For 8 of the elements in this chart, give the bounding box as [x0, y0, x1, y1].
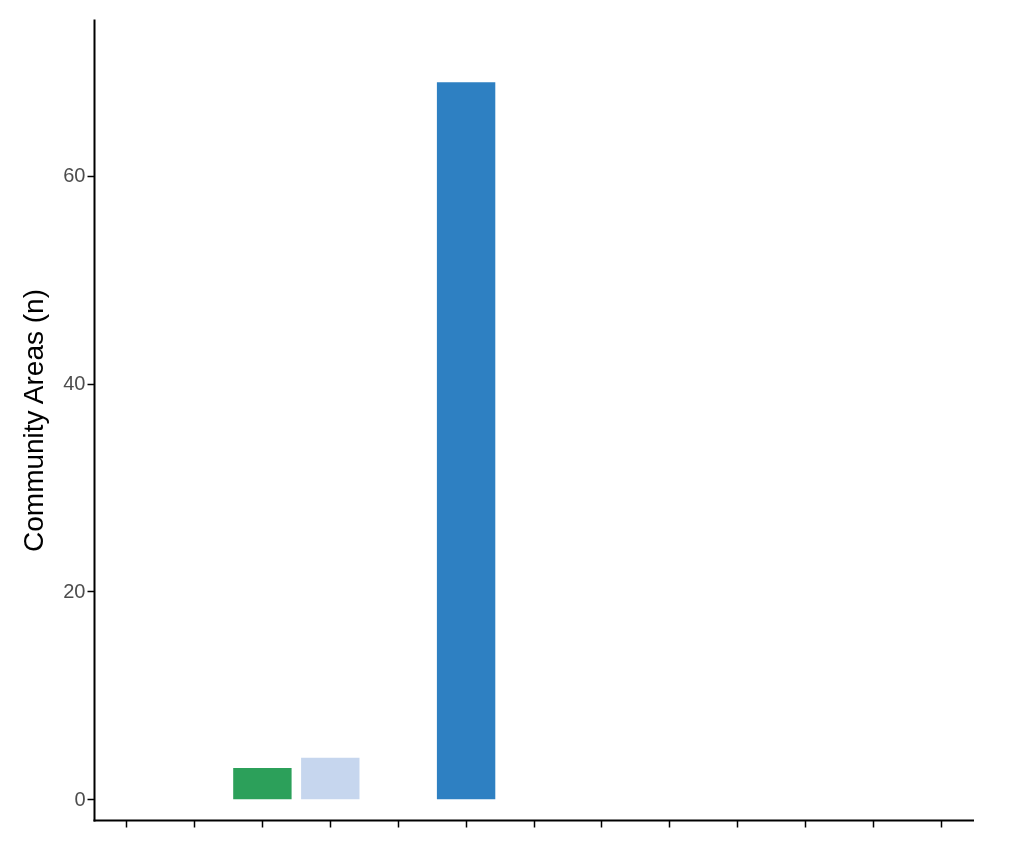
y-tick-label: 0: [74, 787, 86, 810]
y-axis-title: Community Areas (n): [18, 289, 50, 552]
bar: [301, 757, 360, 800]
bar: [436, 82, 496, 800]
y-tick-label: 40: [63, 372, 86, 395]
y-tick-label: 60: [63, 164, 86, 187]
y-tick-label: 20: [63, 579, 86, 602]
bar: [233, 768, 292, 800]
